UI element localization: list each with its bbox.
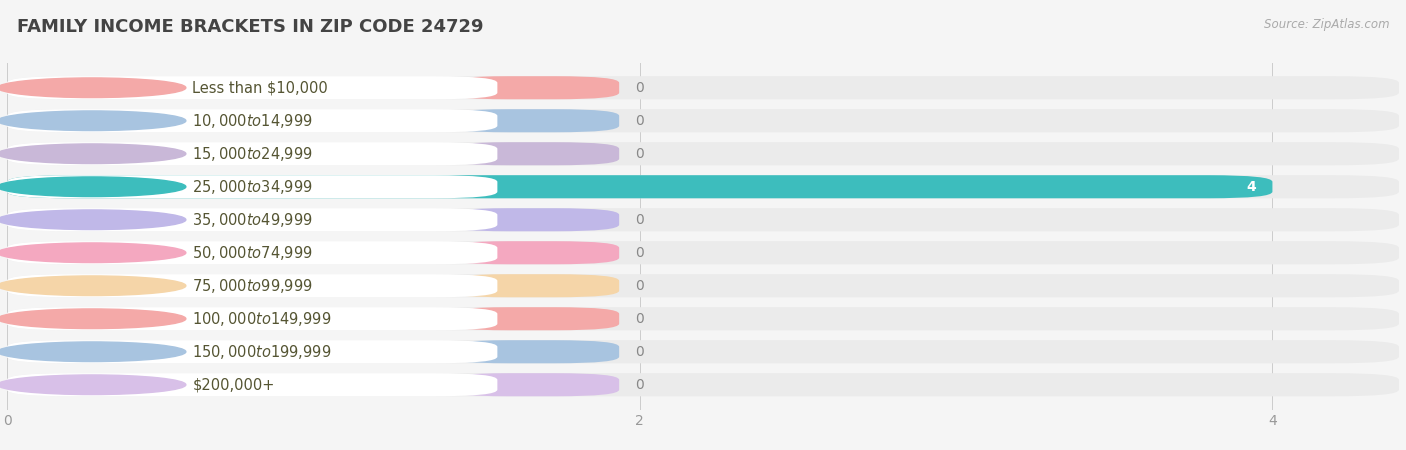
Circle shape — [0, 144, 186, 163]
Text: $35,000 to $49,999: $35,000 to $49,999 — [193, 211, 314, 229]
FancyBboxPatch shape — [7, 142, 498, 165]
Circle shape — [0, 78, 186, 98]
FancyBboxPatch shape — [7, 241, 498, 264]
Circle shape — [0, 243, 186, 262]
Text: 0: 0 — [636, 378, 644, 392]
Text: 0: 0 — [636, 246, 644, 260]
Text: 4: 4 — [1247, 180, 1257, 194]
Text: 0: 0 — [636, 345, 644, 359]
Text: $50,000 to $74,999: $50,000 to $74,999 — [193, 244, 314, 262]
Text: $100,000 to $149,999: $100,000 to $149,999 — [193, 310, 332, 328]
FancyBboxPatch shape — [7, 340, 1399, 363]
FancyBboxPatch shape — [7, 241, 1399, 264]
FancyBboxPatch shape — [7, 76, 498, 99]
Circle shape — [0, 210, 186, 230]
Text: 0: 0 — [636, 279, 644, 293]
FancyBboxPatch shape — [446, 307, 619, 330]
FancyBboxPatch shape — [7, 175, 1399, 198]
Text: 0: 0 — [636, 213, 644, 227]
FancyBboxPatch shape — [446, 109, 619, 132]
FancyBboxPatch shape — [446, 76, 619, 99]
FancyBboxPatch shape — [7, 373, 498, 396]
Circle shape — [0, 276, 186, 296]
FancyBboxPatch shape — [7, 142, 1399, 165]
FancyBboxPatch shape — [7, 274, 1399, 297]
Circle shape — [0, 375, 186, 395]
Text: $150,000 to $199,999: $150,000 to $199,999 — [193, 343, 332, 361]
FancyBboxPatch shape — [446, 373, 619, 396]
FancyBboxPatch shape — [446, 274, 619, 297]
Text: Less than $10,000: Less than $10,000 — [193, 80, 328, 95]
FancyBboxPatch shape — [7, 208, 498, 231]
FancyBboxPatch shape — [7, 373, 1399, 396]
Text: 0: 0 — [636, 114, 644, 128]
Text: $10,000 to $14,999: $10,000 to $14,999 — [193, 112, 314, 130]
FancyBboxPatch shape — [446, 340, 619, 363]
Text: $200,000+: $200,000+ — [193, 377, 274, 392]
FancyBboxPatch shape — [7, 307, 1399, 330]
FancyBboxPatch shape — [7, 175, 498, 198]
Text: 0: 0 — [636, 312, 644, 326]
Circle shape — [0, 342, 186, 361]
Text: $25,000 to $34,999: $25,000 to $34,999 — [193, 178, 314, 196]
FancyBboxPatch shape — [7, 340, 498, 363]
Circle shape — [0, 111, 186, 130]
FancyBboxPatch shape — [7, 208, 1399, 231]
FancyBboxPatch shape — [7, 307, 498, 330]
Text: 0: 0 — [636, 81, 644, 95]
FancyBboxPatch shape — [446, 241, 619, 264]
Text: Source: ZipAtlas.com: Source: ZipAtlas.com — [1264, 18, 1389, 31]
Circle shape — [0, 177, 186, 197]
FancyBboxPatch shape — [7, 109, 1399, 132]
FancyBboxPatch shape — [446, 142, 619, 165]
FancyBboxPatch shape — [7, 109, 498, 132]
FancyBboxPatch shape — [7, 274, 498, 297]
Text: $75,000 to $99,999: $75,000 to $99,999 — [193, 277, 314, 295]
FancyBboxPatch shape — [7, 76, 1399, 99]
Circle shape — [0, 309, 186, 328]
FancyBboxPatch shape — [7, 175, 1272, 198]
FancyBboxPatch shape — [446, 208, 619, 231]
Text: 0: 0 — [636, 147, 644, 161]
Text: $15,000 to $24,999: $15,000 to $24,999 — [193, 145, 314, 163]
Text: FAMILY INCOME BRACKETS IN ZIP CODE 24729: FAMILY INCOME BRACKETS IN ZIP CODE 24729 — [17, 18, 484, 36]
